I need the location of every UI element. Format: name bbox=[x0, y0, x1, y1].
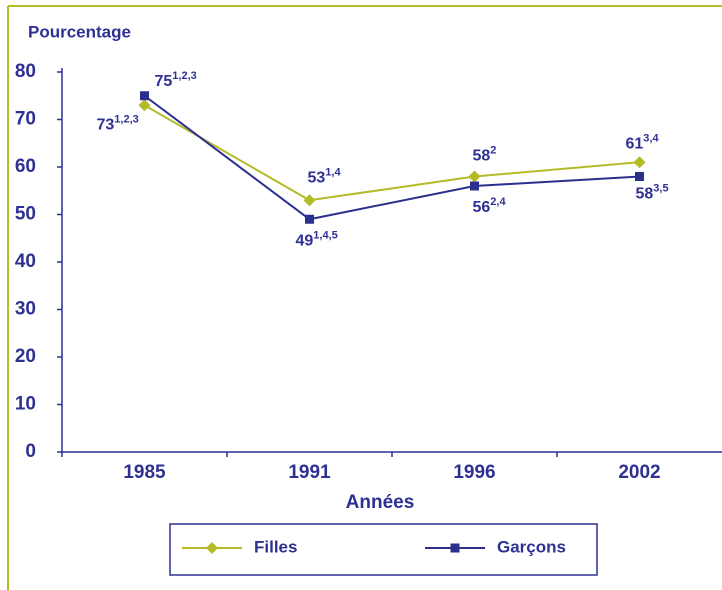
data-point bbox=[305, 214, 314, 224]
data-label: 531,4 bbox=[308, 166, 342, 186]
y-tick-label: 80 bbox=[15, 61, 36, 82]
y-tick-label: 20 bbox=[15, 346, 36, 367]
data-point bbox=[303, 194, 316, 207]
legend-marker bbox=[206, 542, 218, 554]
data-label-value: 61 bbox=[626, 135, 644, 152]
y-tick-label: 50 bbox=[15, 204, 36, 225]
y-tick-label: 10 bbox=[15, 394, 36, 415]
x-tick-label: 1985 bbox=[123, 462, 166, 483]
data-label-value: 56 bbox=[473, 199, 491, 216]
x-tick-label: 1991 bbox=[288, 462, 331, 483]
y-tick-label: 70 bbox=[15, 109, 36, 130]
data-label-note: 3,4 bbox=[643, 132, 659, 144]
y-tick-label: 30 bbox=[15, 299, 36, 320]
y-tick-label: 0 bbox=[25, 441, 36, 462]
legend-label: Garçons bbox=[497, 537, 566, 556]
data-label: 582 bbox=[473, 144, 497, 164]
data-label-value: 73 bbox=[97, 116, 115, 133]
data-label-value: 49 bbox=[296, 232, 314, 249]
data-label-note: 1,4,5 bbox=[313, 229, 337, 241]
y-axis-label: Pourcentage bbox=[28, 22, 131, 41]
data-label: 562,4 bbox=[473, 196, 507, 216]
legend-box bbox=[169, 523, 598, 576]
data-label: 491,4,5 bbox=[296, 229, 338, 249]
data-label-value: 58 bbox=[473, 148, 491, 165]
data-label-note: 2 bbox=[490, 144, 496, 156]
y-tick-label: 40 bbox=[15, 251, 36, 272]
data-point bbox=[140, 91, 149, 101]
data-label: 583,5 bbox=[636, 182, 669, 202]
data-label: 731,2,3 bbox=[97, 113, 139, 133]
data-point bbox=[470, 181, 479, 191]
data-label-value: 53 bbox=[308, 169, 326, 186]
data-label-note: 2,4 bbox=[490, 196, 506, 208]
data-point bbox=[468, 170, 481, 183]
series-line bbox=[144, 104, 640, 202]
data-label-note: 1,2,3 bbox=[114, 113, 138, 125]
data-label-value: 58 bbox=[636, 186, 654, 203]
data-label-value: 75 bbox=[155, 73, 173, 90]
legend-label: Filles bbox=[254, 537, 297, 556]
data-label-note: 3,5 bbox=[653, 182, 668, 194]
y-tick-label: 60 bbox=[15, 156, 36, 177]
x-axis-label: Années bbox=[346, 492, 415, 513]
data-label-note: 1,2,3 bbox=[172, 70, 196, 82]
data-point bbox=[633, 156, 646, 169]
data-label: 751,2,3 bbox=[155, 70, 197, 90]
data-label-note: 1,4 bbox=[325, 166, 341, 178]
x-tick-label: 2002 bbox=[618, 462, 660, 483]
x-tick-label: 1996 bbox=[453, 462, 495, 483]
data-point bbox=[635, 172, 644, 181]
legend-marker bbox=[450, 543, 460, 553]
data-label: 613,4 bbox=[626, 132, 660, 152]
series-line bbox=[143, 94, 640, 221]
data-point bbox=[138, 99, 151, 112]
